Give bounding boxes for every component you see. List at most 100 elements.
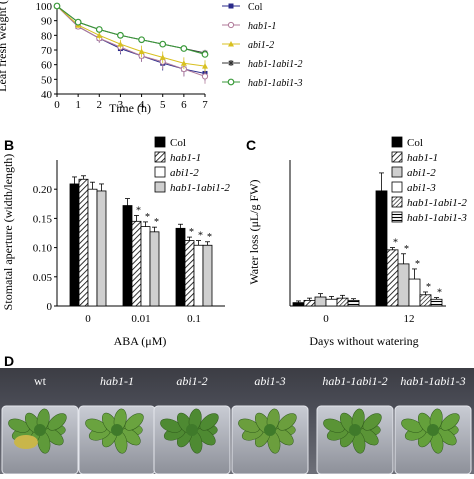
photo-genotype-label: hab1-1abi1-3 <box>400 374 465 388</box>
panel-b-y-tick-label: 0.05 <box>33 272 53 284</box>
panel-c-bar <box>375 190 388 307</box>
rosette-leaf <box>47 413 67 431</box>
panel-a-x-tick-label: 5 <box>160 99 166 111</box>
panel-a-data-point <box>202 63 208 69</box>
panel-b-bar <box>184 240 195 307</box>
rosette-center <box>427 424 439 436</box>
panel-c-bars: * * * * * <box>292 172 443 307</box>
panel-b-y-tick-label: 0.20 <box>33 184 53 196</box>
panel-b-legend-label: abi1-2 <box>170 167 199 179</box>
panel-b-significance-mark: * <box>145 212 150 223</box>
panel-a-x-tick-label: 1 <box>75 99 81 111</box>
panel-a-y-tick-label: 90 <box>41 16 53 28</box>
panel-b-significance-mark: * <box>189 227 194 238</box>
plant-photo-image: wt hab1-1 abi1-2 abi1-3 hab1-1abi1-2 hab1-1ab… <box>0 368 474 474</box>
panel-b-letter: B <box>4 137 14 153</box>
panel-c-significance-mark: * <box>393 238 398 249</box>
panel-c-legend-label: abi1-3 <box>407 182 436 194</box>
panel-b-significance-mark: * <box>136 205 141 216</box>
panel-c-bar <box>336 297 349 307</box>
panel-b-bar <box>69 183 80 307</box>
panel-a-data-point <box>180 60 187 66</box>
photo-genotype-label: hab1-1abi1-2 <box>322 374 387 388</box>
panel-b-legend-label: hab1-1 <box>170 152 201 164</box>
rosette-leaf <box>85 418 107 433</box>
panel-a-x-tick-label: 6 <box>181 99 187 111</box>
panel-c-legend-label: hab1-1 <box>407 152 438 164</box>
rosette-leaf <box>401 418 423 433</box>
panel-a-legend-marker <box>228 60 234 66</box>
panel-b-bar <box>140 226 151 307</box>
panel-a-data-point <box>180 45 188 52</box>
panel-a-x-tick-label: 3 <box>118 99 124 111</box>
panel-b-legend-swatch <box>154 166 166 178</box>
panel-c-bar <box>347 299 360 307</box>
rosette-leaf <box>277 413 297 431</box>
rosette-leaf <box>160 418 182 433</box>
panel-c-ylabel: Water loss (μL/g FW) <box>247 179 261 284</box>
photo-genotype-label: abi1-2 <box>176 374 207 388</box>
panel-a-data-point <box>96 32 103 38</box>
panel-a-series-line <box>56 5 206 55</box>
panel-c-bar <box>430 298 443 307</box>
panel-a-line-chart: Leaf fresh weight ( Time (h) 40506070809… <box>0 0 302 115</box>
panel-b-bar-chart: B Stomatal aperture (width/length) ABA (… <box>1 136 230 348</box>
panel-b-axes: 0 0.05 0.10 0.15 0.20 0 0.01 0.1 <box>33 160 225 325</box>
panel-a-y-tick-label: 70 <box>41 45 53 57</box>
panel-c-significance-mark: * <box>404 244 409 255</box>
panel-a-legend-marker <box>227 21 235 29</box>
panel-a-legend-marker <box>227 78 235 86</box>
rosette-center <box>264 424 276 436</box>
panel-c-bar <box>314 296 327 307</box>
panel-a-data-point <box>53 2 61 10</box>
panel-c-significance-mark: * <box>415 259 420 270</box>
panel-a-xlabel: Time (h) <box>109 101 151 115</box>
pots <box>1 405 472 474</box>
panel-a-x-tick-label: 2 <box>97 99 103 111</box>
panel-b-y-tick-label: 0 <box>47 301 53 313</box>
panel-c-x-tick-label: 0 <box>323 313 329 325</box>
panel-b-legend-label: Col <box>170 137 186 149</box>
panel-b-ylabel: Stomatal aperture (width/length) <box>1 154 15 311</box>
panel-a-data-point <box>159 40 167 48</box>
panel-b-significance-mark: * <box>207 232 212 243</box>
panel-b-legend-label: hab1-1abi1-2 <box>170 182 230 194</box>
panel-b-y-tick-label: 0.15 <box>33 213 53 225</box>
panel-a-y-tick-label: 50 <box>41 74 53 86</box>
panel-c-legend: Colhab1-1abi1-2abi1-3hab1-1abi1-2hab1-1a… <box>391 136 467 224</box>
rosette-center <box>34 424 46 436</box>
panel-b-bar <box>131 220 142 307</box>
panel-b-bar <box>202 244 213 307</box>
panel-c-legend-swatch <box>391 211 403 223</box>
panel-d-letter: D <box>4 353 14 369</box>
panel-c-legend-swatch <box>391 136 403 148</box>
panel-b-bar <box>122 205 133 307</box>
panel-c-legend-swatch <box>391 181 403 193</box>
panel-b-legend-swatch <box>154 181 166 193</box>
panel-a-legend-marker <box>228 41 234 47</box>
panel-b-y-tick-label: 0.10 <box>33 243 53 255</box>
panel-c-bar <box>397 263 410 307</box>
panel-a-x-tick-label: 0 <box>54 99 60 111</box>
panel-b-bars: * * * * * * <box>69 175 213 307</box>
panel-c-bar <box>292 302 305 307</box>
panel-c-legend-label: hab1-1abi1-3 <box>407 212 467 224</box>
panel-a-legend-label: hab1-1abi1-2 <box>248 59 302 70</box>
rosette-center <box>186 424 198 436</box>
panel-c-bar <box>419 294 432 307</box>
rosette-leaf <box>440 413 460 431</box>
panel-c-significance-mark: * <box>426 282 431 293</box>
panel-d-photo: D <box>4 353 14 369</box>
panel-c-bar <box>303 299 316 307</box>
panel-a-legend-label: Col <box>248 2 263 13</box>
panel-c-x-tick-label: 12 <box>404 313 415 325</box>
panel-a-x-tick-label: 7 <box>202 99 208 111</box>
photo-genotype-label: wt <box>34 374 47 388</box>
panel-b-bar <box>78 178 89 307</box>
rosette-leaf <box>362 413 382 431</box>
panel-a-legend-label: hab1-1abi1-3 <box>248 78 302 89</box>
panel-a-series <box>53 2 209 84</box>
